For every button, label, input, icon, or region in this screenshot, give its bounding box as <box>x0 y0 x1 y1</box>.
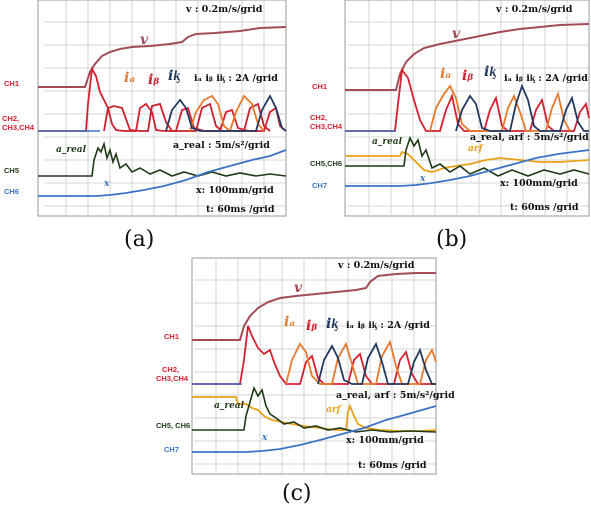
ic-navy-trace <box>165 94 287 132</box>
panel-a-frame <box>37 0 287 217</box>
a-scale-label: a_real, arf : 5m/s²/grid <box>470 132 589 143</box>
v-trace <box>38 26 287 88</box>
t-scale-label: t: 60ms /grid <box>358 460 427 471</box>
a-scale-label: a_real, arf : 5m/s²/grid <box>336 390 455 401</box>
ch56-label: CH5, CH6 <box>156 421 190 430</box>
x-trace <box>38 149 287 197</box>
a-real-label: a_real <box>214 401 245 411</box>
v-label: v <box>140 32 149 48</box>
ch7-label: CH7 <box>164 445 179 454</box>
x-label: x <box>103 179 110 189</box>
ia-label: iₐ <box>284 314 295 330</box>
ic-trace <box>455 83 589 132</box>
x-scale-label: x: 100mm/grid <box>346 435 424 446</box>
a-real-trace <box>38 141 287 177</box>
a-real-trace <box>345 135 590 177</box>
ch1-label: CH1 <box>312 82 327 91</box>
panel-b-frame <box>344 0 590 217</box>
ic-trace <box>189 94 265 133</box>
x-label: x <box>261 433 268 443</box>
i-scale-label: iₐ iᵦ iᶄ : 2A /grid <box>346 320 430 331</box>
ic-label: iᶄ <box>168 68 180 84</box>
a-scale-label: a_real : 5m/s²/grid <box>173 140 270 151</box>
x-trace <box>345 149 590 187</box>
ic-label: iᶄ <box>484 64 496 80</box>
x-label: x <box>419 174 426 184</box>
ia-trace <box>192 325 436 385</box>
caption-b: (b) <box>436 227 467 252</box>
panel-a: v : 0.2m/s/grid iₐ iᵦ iᶄ : 2A /grid a_re… <box>2 0 287 252</box>
ch1-label: CH1 <box>4 79 19 88</box>
a-real-trace <box>192 385 437 433</box>
ch5-label: CH5 <box>4 166 19 175</box>
i-scale-label: iₐ iᵦ iᶄ : 2A /grid <box>194 73 278 84</box>
ch7-label: CH7 <box>312 181 327 190</box>
a-real-label: a_real <box>56 145 87 155</box>
v-scale-label: v : 0.2m/s/grid <box>185 4 263 15</box>
ib-label: iᵦ <box>306 318 317 334</box>
ib-trace <box>103 102 271 132</box>
ib-trace <box>429 84 571 132</box>
t-scale-label: t: 60ms /grid <box>510 202 579 213</box>
ch34-label: CH3,CH4 <box>156 374 189 383</box>
arf-label: arf <box>468 144 485 154</box>
v-scale-label: v : 0.2m/s/grid <box>495 4 573 15</box>
a-real-label: a_real <box>372 137 403 147</box>
ch34-label: CH3,CH4 <box>310 122 343 131</box>
ch56-label: CH5,CH6 <box>310 159 342 168</box>
panel-c: v : 0.2m/s/grid iₐ iᵦ iᶄ : 2A /grid a_re… <box>156 257 455 506</box>
ic-label: iᶄ <box>326 316 338 332</box>
v-trace <box>192 272 436 341</box>
ch34-label: CH3,CH4 <box>2 123 35 132</box>
ch2-label: CH2, <box>310 113 327 122</box>
v-scale-label: v : 0.2m/s/grid <box>337 260 415 271</box>
panel-c-frame <box>191 257 437 475</box>
x-trace <box>192 405 437 453</box>
v-label: v <box>452 26 461 42</box>
caption-a: (a) <box>124 227 154 252</box>
x-scale-label: x: 100mm/grid <box>500 178 578 189</box>
ch6-label: CH6 <box>4 187 19 196</box>
t-scale-label: t: 60ms /grid <box>206 204 275 215</box>
v-label: v <box>294 280 303 296</box>
ib-label: iᵦ <box>462 68 473 84</box>
i-scale-label: iₐ iᵦ iᶄ : 2A /grid <box>504 73 588 84</box>
x-scale-label: x: 100mm/grid <box>196 185 274 196</box>
ic-trace <box>317 341 436 385</box>
panel-b: v : 0.2m/s/grid iₐ iᵦ iᶄ : 2A /grid a_re… <box>310 0 590 252</box>
ib-label: iᵦ <box>148 72 159 88</box>
ch2-label: CH2, <box>2 114 19 123</box>
caption-c: (c) <box>282 481 312 506</box>
ia-label: iₐ <box>124 70 135 86</box>
panel-a-grid <box>44 0 286 215</box>
arf-label: arf <box>326 405 343 415</box>
ch1-label: CH1 <box>164 332 179 341</box>
ch2-label: CH2, <box>162 365 179 374</box>
ia-label: iₐ <box>440 66 451 82</box>
ib-trace <box>285 339 437 385</box>
panel-b-grid <box>347 0 589 215</box>
